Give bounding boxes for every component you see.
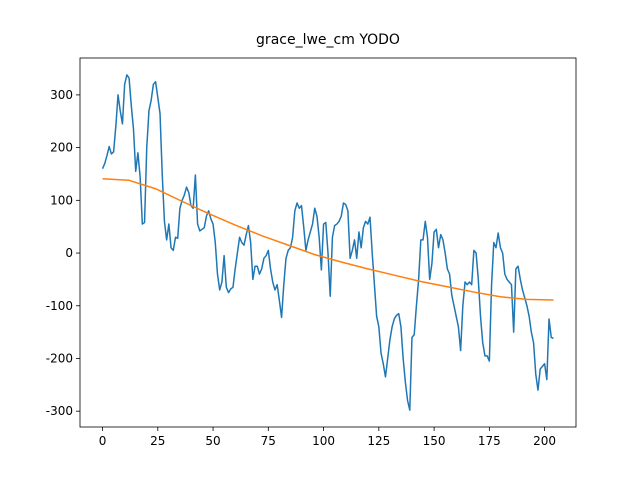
x-tick-label: 200 (533, 434, 556, 448)
y-tick-label: 300 (50, 88, 73, 102)
x-tick-label: 125 (367, 434, 390, 448)
x-tick-label: 75 (261, 434, 276, 448)
y-tick-label: 200 (50, 141, 73, 155)
x-tick-label: 25 (150, 434, 165, 448)
x-tick-label: 0 (99, 434, 107, 448)
y-tick-label: -300 (46, 404, 73, 418)
x-tick-label: 50 (205, 434, 220, 448)
plot-frame (79, 57, 577, 428)
x-tick-label: 100 (312, 434, 335, 448)
x-tick-label: 175 (478, 434, 501, 448)
y-tick-label: -100 (46, 299, 73, 313)
data-line (101, 74, 554, 411)
y-tick-label: -200 (46, 351, 73, 365)
x-tick-label: 150 (423, 434, 446, 448)
y-tick-label: 0 (65, 246, 73, 260)
y-tick-label: 100 (50, 193, 73, 207)
data-line (102, 177, 554, 301)
chart-title: grace_lwe_cm YODO (256, 32, 400, 48)
